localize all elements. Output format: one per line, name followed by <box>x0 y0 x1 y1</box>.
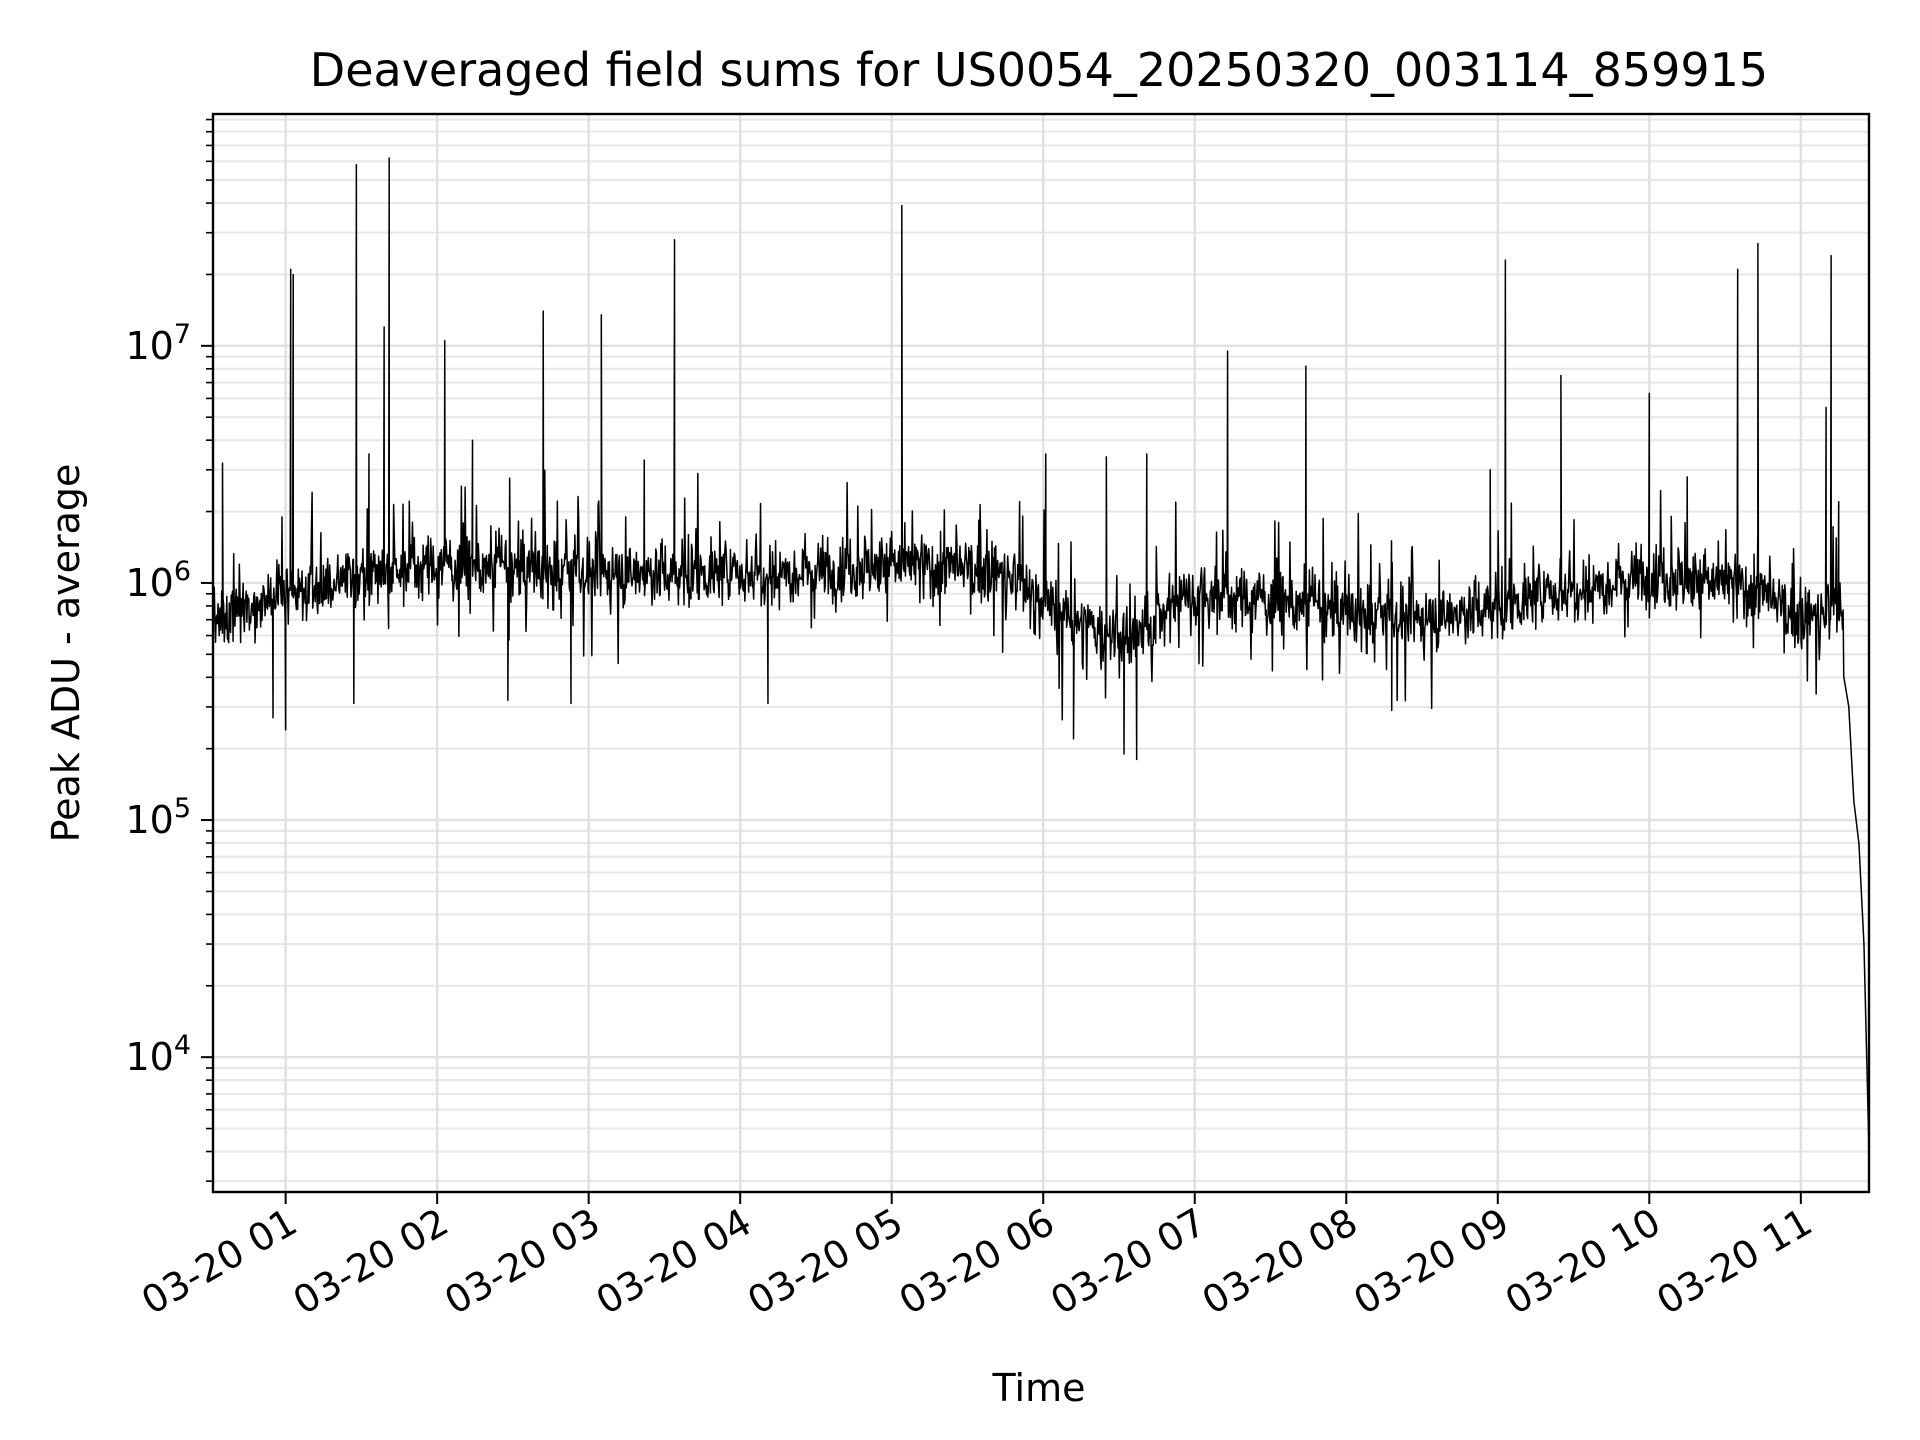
x-axis-label: Time <box>992 1366 1086 1410</box>
plot-frame <box>211 112 1871 1194</box>
y-axis: 104 105 106 107 <box>125 118 213 1182</box>
series-line <box>213 157 1869 1152</box>
y-tick-label: 106 <box>125 556 191 605</box>
y-axis-label: Peak ADU - average <box>44 464 88 843</box>
y-tick-label: 107 <box>125 319 191 368</box>
plot-area <box>213 157 1869 1152</box>
y-tick-label: 104 <box>125 1030 191 1079</box>
y-tick-label: 105 <box>125 793 191 842</box>
chart-title: Deaveraged field sums for US0054_2025032… <box>310 43 1768 97</box>
